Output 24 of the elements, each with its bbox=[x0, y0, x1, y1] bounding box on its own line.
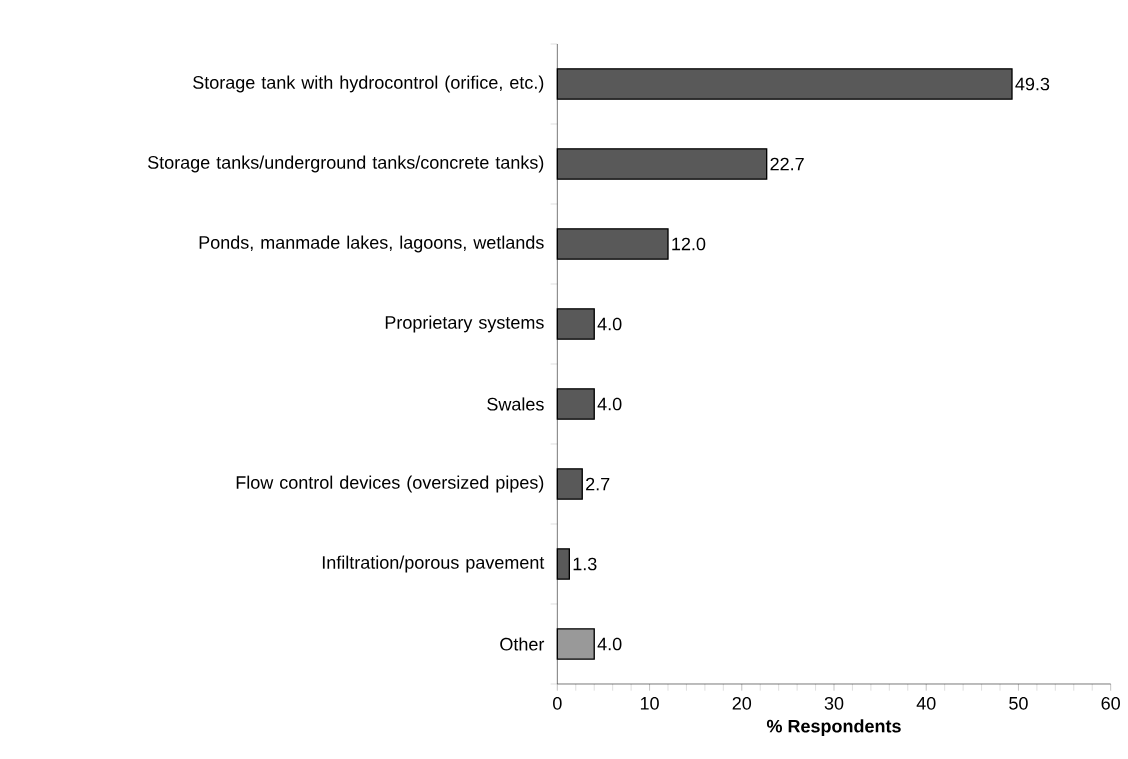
data-label: 12.0 bbox=[672, 237, 706, 251]
data-label: 2.7 bbox=[586, 477, 610, 491]
y-tick-label: Ponds, manmade lakes, lagoons, wetlands bbox=[199, 235, 544, 253]
data-label: 22.7 bbox=[770, 157, 804, 171]
y-tick-label: Storage tank with hydrocontrol (orifice, etc.) bbox=[193, 75, 544, 93]
y-tick-label: Flow control devices (oversized pipes) bbox=[236, 475, 544, 493]
x-tick-label: 50 bbox=[1009, 697, 1028, 710]
y-tick-label: Other bbox=[500, 637, 545, 651]
y-tick-label: Proprietary systems bbox=[385, 315, 544, 333]
data-label: 4.0 bbox=[597, 397, 622, 411]
x-tick-label: 10 bbox=[640, 697, 659, 710]
x-tick-label: 60 bbox=[1101, 697, 1120, 710]
x-tick-label: 40 bbox=[916, 697, 936, 710]
y-tick-label: Swales bbox=[487, 397, 544, 411]
data-label: 4.0 bbox=[597, 317, 622, 331]
data-label: 1.3 bbox=[573, 557, 597, 571]
x-tick-label: 0 bbox=[553, 697, 562, 710]
y-tick-label: Storage tanks/underground tanks/concrete tanks) bbox=[147, 155, 544, 173]
y-tick-label: Infiltration/porous pavement bbox=[322, 555, 545, 573]
x-axis-title: % Respondents bbox=[766, 719, 901, 737]
x-tick-label: 20 bbox=[732, 697, 752, 710]
data-label: 4.0 bbox=[597, 637, 622, 651]
data-label: 49.3 bbox=[1015, 77, 1050, 91]
x-tick-label: 30 bbox=[824, 697, 844, 710]
